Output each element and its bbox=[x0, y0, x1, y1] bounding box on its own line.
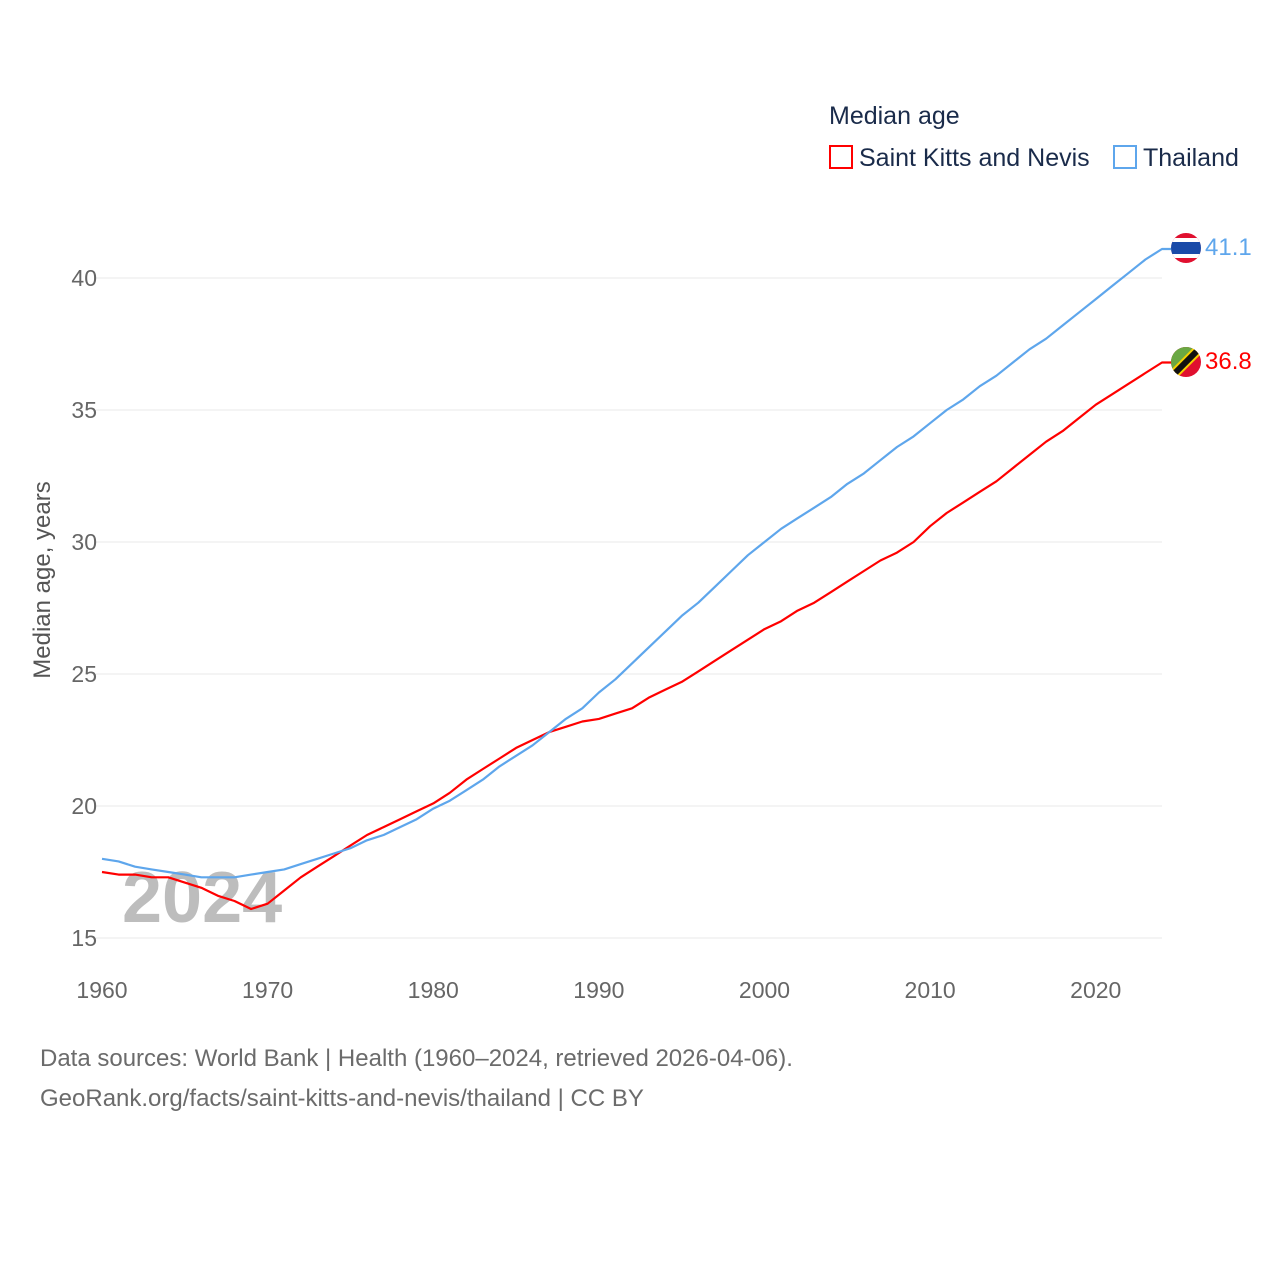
y-tick-label: 15 bbox=[71, 925, 97, 951]
legend-item-thailand[interactable]: Thailand bbox=[1113, 144, 1239, 172]
series-line-saint-kitts-and-nevis bbox=[101, 361, 1176, 911]
x-tick-label: 1970 bbox=[242, 977, 293, 1003]
data-source-note: Data sources: World Bank | Health (1960–… bbox=[40, 1045, 793, 1072]
legend-label: Thailand bbox=[1143, 144, 1239, 172]
x-tick-label: 1980 bbox=[408, 977, 459, 1003]
y-tick-label: 40 bbox=[71, 265, 97, 291]
x-tick-label: 2000 bbox=[739, 977, 790, 1003]
thailand-flag-icon bbox=[1171, 233, 1201, 263]
saint-kitts-and-nevis-flag-icon bbox=[1171, 347, 1201, 377]
year-watermark: 2024 bbox=[122, 858, 282, 938]
legend-item-saint-kitts-and-nevis[interactable]: Saint Kitts and Nevis bbox=[829, 144, 1090, 172]
y-tick-label: 30 bbox=[71, 529, 97, 555]
end-label-saint-kitts-and-nevis: 36.8 bbox=[1205, 348, 1252, 375]
legend-label: Saint Kitts and Nevis bbox=[859, 144, 1090, 172]
legend-swatch bbox=[829, 145, 853, 169]
x-tick-label: 2020 bbox=[1070, 977, 1121, 1003]
series-line-thailand bbox=[101, 247, 1176, 879]
x-tick-label: 2010 bbox=[905, 977, 956, 1003]
end-label-thailand: 41.1 bbox=[1205, 234, 1252, 261]
legend-swatch bbox=[1113, 145, 1137, 169]
y-tick-label: 25 bbox=[71, 661, 97, 687]
y-tick-label: 20 bbox=[71, 793, 97, 819]
y-axis-label: Median age, years bbox=[29, 481, 56, 678]
y-tick-label: 35 bbox=[71, 397, 97, 423]
legend-title: Median age bbox=[829, 102, 960, 130]
attribution-link[interactable]: GeoRank.org/facts/saint-kitts-and-nevis/… bbox=[40, 1085, 644, 1112]
x-tick-label: 1960 bbox=[76, 977, 127, 1003]
x-tick-label: 1990 bbox=[573, 977, 624, 1003]
